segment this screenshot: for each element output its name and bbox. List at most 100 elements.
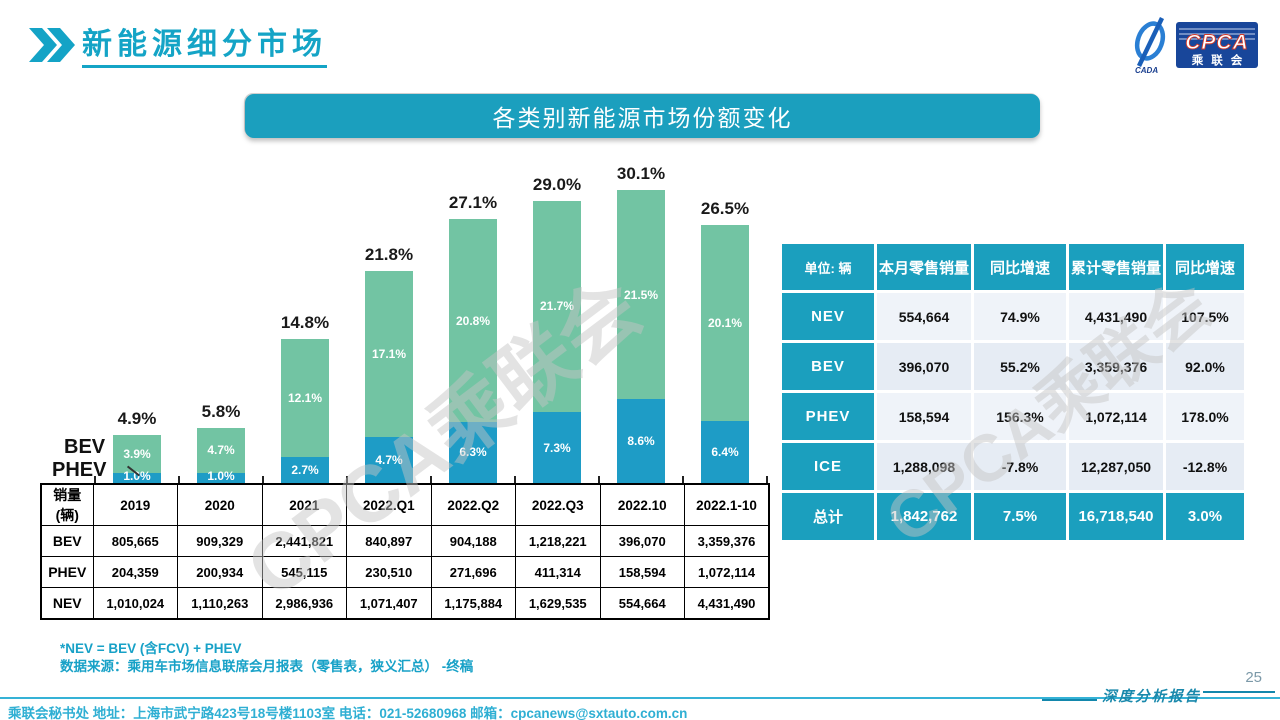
chart-title: 各类别新能源市场份额变化 — [492, 105, 793, 131]
summary-cell: 3,359,376 — [1069, 343, 1163, 390]
sales-row-label: BEV — [40, 525, 94, 557]
bev-value-label: 20.8% — [455, 313, 491, 328]
legend-phev-label: PHEV — [52, 459, 107, 481]
sales-table-header-cell: 2022.Q3 — [515, 483, 601, 526]
cada-text: CADA — [1135, 66, 1158, 74]
total-share-label: 29.0% — [532, 174, 582, 194]
sales-cell: 904,188 — [430, 525, 516, 557]
sales-cell: 805,665 — [92, 525, 178, 557]
summary-cell: 158,594 — [877, 393, 971, 440]
summary-row-label: BEV — [782, 343, 874, 390]
summary-total-cell: 7.5% — [974, 493, 1066, 540]
sales-table-header-cell: 2022.10 — [599, 483, 685, 526]
sales-cell: 411,314 — [515, 556, 601, 588]
phev-value-label: 7.3% — [543, 440, 571, 455]
bar-segment-bev — [701, 225, 749, 421]
total-share-label: 21.8% — [364, 244, 414, 264]
axis-tick — [94, 476, 96, 483]
summary-cell: 1,288,098 — [877, 443, 971, 490]
bar-segment-phev — [113, 473, 161, 483]
summary-table: 单位: 辆本月零售销量 同比增速 累计零售销量 同比增速 NEV 554,664 74.9%… — [782, 244, 1244, 540]
sales-cell: 271,696 — [430, 556, 516, 588]
summary-cell: 554,664 — [877, 293, 971, 340]
sales-table-row: BEV 805,665 909,329 2,441,821 840,897 904,188… — [40, 525, 770, 557]
bar-segment-bev — [617, 190, 665, 400]
summary-cell: 1,072,114 — [1069, 393, 1163, 440]
sales-cell: 840,897 — [346, 525, 432, 557]
bev-value-label: 4.7% — [207, 443, 235, 458]
bar-segment-bev — [449, 219, 497, 422]
phev-value-label: 6.4% — [711, 444, 739, 459]
phev-value-label: 1.0% — [123, 469, 151, 483]
bar-segment-bev — [113, 435, 161, 474]
axis-tick — [262, 476, 264, 483]
summary-cell: 4,431,490 — [1069, 293, 1163, 340]
sales-table-header-cell: 2021 — [261, 483, 347, 526]
summary-total-label: 总计 — [782, 493, 874, 540]
summary-total-cell: 1,842,762 — [877, 493, 971, 540]
cpca-logo-graphic: CADA CPCA 乘联会 — [1134, 17, 1258, 75]
summary-header-cell: 同比增速 — [1166, 244, 1244, 290]
sales-cell: 554,664 — [599, 587, 685, 620]
sales-cell: 1,110,263 — [177, 587, 263, 620]
axis-tick — [682, 476, 684, 483]
double-chevron-icon — [29, 28, 75, 62]
sales-row-label: NEV — [40, 587, 94, 620]
footer-contact: 乘联会秘书处 地址：上海市武宁路423号18号楼1103室 电话：021-526… — [8, 706, 688, 720]
axis-tick — [598, 476, 600, 483]
page-number: 25 — [1245, 669, 1262, 686]
sales-cell: 1,010,024 — [92, 587, 178, 620]
cpca-chinese-text: 乘联会 — [1191, 53, 1251, 67]
summary-cell: 156.3% — [974, 393, 1066, 440]
sales-cell: 1,175,884 — [430, 587, 516, 620]
bar-segment-bev — [281, 339, 329, 457]
bev-value-label: 21.5% — [623, 287, 659, 302]
summary-header-cell: 单位: 辆 — [782, 244, 874, 290]
total-share-label: 27.1% — [448, 193, 498, 213]
bev-value-label: 17.1% — [371, 347, 407, 362]
note-nev-definition: *NEV = BEV (含FCV) + PHEV — [60, 641, 242, 656]
phev-value-label: 1.0% — [207, 469, 235, 483]
summary-row-label: PHEV — [782, 393, 874, 440]
note-data-source: 数据来源：乘用车市场信息联席会月报表（零售表，狭义汇总） -终稿 — [60, 659, 474, 674]
sales-cell: 909,329 — [177, 525, 263, 557]
summary-header-cell: 同比增速 — [974, 244, 1066, 290]
bev-value-label: 3.9% — [123, 447, 151, 462]
sales-table-header-cell: 2022.Q2 — [430, 483, 516, 526]
phev-value-label: 4.7% — [375, 453, 403, 468]
sales-row-label: PHEV — [40, 556, 94, 588]
sales-table-row: NEV 1,010,024 1,110,263 2,986,936 1,071,407 1… — [40, 587, 770, 620]
summary-cell: 178.0% — [1166, 393, 1244, 440]
axis-tick — [766, 476, 768, 483]
axis-tick — [178, 476, 180, 483]
sales-table-header-cell: 销量(辆) — [40, 483, 94, 526]
sales-table-header-cell: 2022.1-10 — [684, 483, 770, 526]
report-label-left-line — [1042, 699, 1097, 701]
phev-value-label: 2.7% — [291, 462, 319, 477]
sales-cell: 158,594 — [599, 556, 685, 588]
sales-cell: 1,071,407 — [346, 587, 432, 620]
summary-cell: 55.2% — [974, 343, 1066, 390]
sales-cell: 2,441,821 — [261, 525, 347, 557]
summary-cell: 74.9% — [974, 293, 1066, 340]
summary-cell: 92.0% — [1166, 343, 1244, 390]
total-share-label: 26.5% — [700, 199, 750, 219]
sales-table-header-row: 销量(辆) 2019 2020 2021 2022.Q1 2022.Q2 2022.Q3 20… — [40, 483, 770, 526]
bar-segment-phev — [617, 399, 665, 483]
sales-cell: 2,986,936 — [261, 587, 347, 620]
chart-title-banner: 各类别新能源市场份额变化 — [245, 94, 1040, 138]
sales-cell: 204,359 — [92, 556, 178, 588]
bar-segment-phev — [533, 411, 581, 483]
axis-tick — [346, 476, 348, 483]
cpca-wordmark: CPCA 乘联会 — [1176, 22, 1258, 68]
total-share-label: 4.9% — [117, 409, 157, 429]
footer-divider — [0, 697, 1280, 699]
sales-table-row: PHEV 204,359 200,934 545,115 230,510 271,696 4… — [40, 556, 770, 588]
bar-segment-phev — [365, 437, 413, 483]
summary-cell: 12,287,050 — [1069, 443, 1163, 490]
axis-tick — [430, 476, 432, 483]
bar-segment-phev — [281, 456, 329, 483]
total-share-label: 14.8% — [280, 313, 330, 332]
sales-cell: 1,218,221 — [515, 525, 601, 557]
